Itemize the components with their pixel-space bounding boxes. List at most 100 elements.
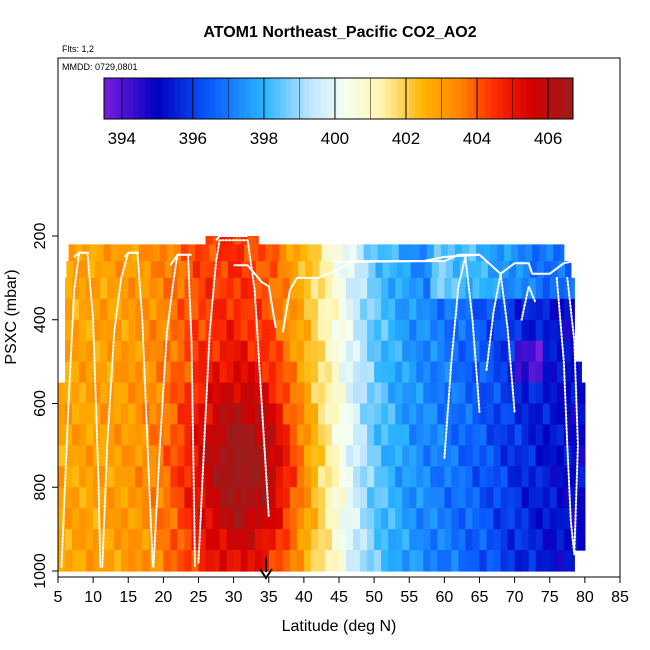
heatmap-cell [93, 298, 101, 321]
heatmap-cell [465, 445, 474, 467]
heatmap-cell [521, 466, 530, 488]
heatmap-cell [514, 382, 523, 405]
heatmap-cell [542, 487, 551, 509]
heatmap-cell [321, 244, 330, 262]
heatmap-cell [472, 403, 481, 426]
heatmap-cell [114, 466, 122, 488]
heatmap-cell [331, 529, 340, 551]
heatmap-cell [289, 550, 298, 572]
heatmap-cell [528, 529, 537, 551]
heatmap-cell [86, 382, 94, 405]
heatmap-cell [212, 298, 221, 321]
heatmap-cell [216, 244, 224, 262]
heatmap-cell [205, 508, 214, 530]
heatmap-cell [424, 261, 433, 279]
heatmap-cell [177, 277, 186, 300]
heatmap-cell [528, 466, 537, 488]
heatmap-cell [289, 445, 298, 467]
heatmap-cell [367, 508, 375, 530]
heatmap-cell [381, 508, 389, 530]
heatmap-cell [114, 445, 122, 467]
heatmap-cell [542, 445, 551, 467]
heatmap-cell [86, 445, 94, 467]
heatmap-cell [542, 361, 551, 384]
colorbar-cell [408, 78, 416, 119]
heatmap-cell [68, 244, 77, 262]
colorbar-cell [526, 78, 533, 119]
heatmap-cell [395, 382, 403, 405]
heatmap-cell [212, 529, 221, 551]
heatmap-cell [198, 382, 207, 405]
heatmap-cell [353, 550, 361, 572]
colorbar-cell [186, 78, 193, 119]
heatmap-cell [507, 424, 516, 446]
heatmap-cell [212, 424, 221, 446]
heatmap-cell [410, 261, 419, 279]
heatmap-cell [367, 319, 375, 342]
heatmap-cell [528, 508, 537, 530]
heatmap-cell [472, 382, 481, 405]
colorbar-cell [344, 78, 351, 119]
heatmap-cell [228, 261, 236, 279]
heatmap-cell [58, 487, 66, 509]
heatmap-cell [521, 361, 530, 384]
heatmap-cell [166, 244, 175, 262]
colorbar-cell [385, 78, 392, 119]
heatmap-cell [521, 382, 530, 405]
heatmap-cell [465, 508, 474, 530]
heatmap-cell [289, 487, 298, 509]
heatmap-cell [416, 466, 424, 488]
heatmap-cell [142, 277, 150, 300]
heatmap-cell [395, 424, 403, 446]
heatmap-cell [535, 529, 544, 551]
y-axis-label: PSXC (mbar) [3, 269, 20, 364]
heatmap-cell [149, 340, 157, 363]
heatmap-cell [521, 319, 530, 342]
colorbar-cell [180, 78, 187, 119]
heatmap-cell [542, 424, 551, 446]
heatmap-cell [282, 424, 291, 446]
heatmap-cell [177, 466, 186, 488]
heatmap-cell [156, 508, 164, 530]
heatmap-cell [220, 261, 229, 279]
heatmap-cell [205, 529, 214, 551]
colorbar-cell [414, 78, 422, 119]
heatmap-cell [191, 277, 200, 300]
heatmap-cell [472, 466, 481, 488]
heatmap-cell [163, 466, 172, 488]
heatmap-cell [317, 340, 326, 363]
heatmap-cell [324, 445, 333, 467]
colorbar-cell [256, 78, 263, 119]
heatmap-cell [437, 403, 445, 426]
heatmap-cell [402, 382, 410, 405]
heatmap-cell [504, 244, 512, 262]
colorbar-tick-label: 396 [179, 129, 207, 148]
heatmap-cell [268, 445, 277, 467]
heatmap-cell [275, 508, 284, 530]
flights-annotation: Flts: 1,2 [62, 44, 94, 54]
heatmap-cell [212, 277, 221, 300]
heatmap-cell [303, 361, 312, 384]
heatmap-cell [437, 550, 445, 572]
heatmap-cell [493, 508, 502, 530]
heatmap-cell [149, 508, 157, 530]
heatmap-cell [409, 298, 417, 321]
heatmap-cell [152, 244, 161, 262]
heatmap-cell [198, 508, 207, 530]
heatmap-cell [395, 466, 403, 488]
heatmap-cell [261, 277, 270, 300]
heatmap-cell [458, 550, 467, 572]
heatmap-cell [58, 466, 66, 488]
heatmap-cell [437, 277, 445, 300]
heatmap-cell [136, 261, 145, 279]
heatmap-cell [65, 466, 73, 488]
heatmap-cell [156, 298, 164, 321]
heatmap-cell [282, 382, 291, 405]
heatmap-cell [542, 403, 551, 426]
colorbar-cell [232, 78, 240, 119]
heatmap-cell [542, 529, 551, 551]
heatmap-cell [416, 424, 424, 446]
heatmap-cell [514, 298, 523, 321]
heatmap-cell [500, 508, 509, 530]
heatmap-cell [135, 382, 143, 405]
